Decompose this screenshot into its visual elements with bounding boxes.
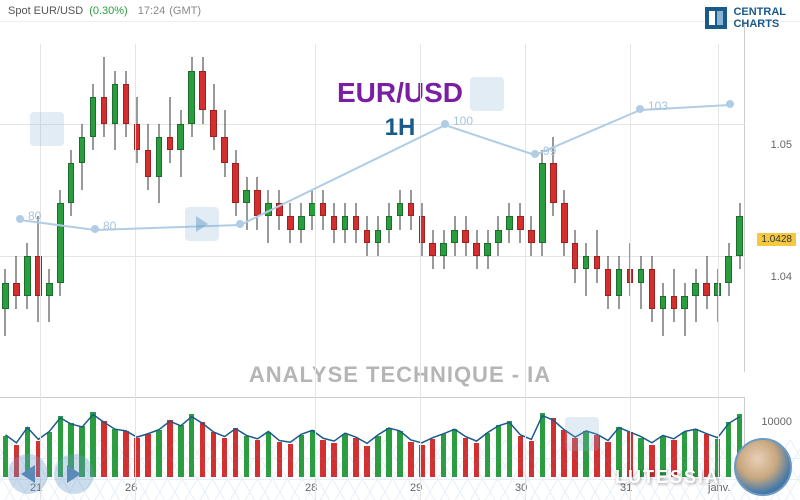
watermark-icon (565, 417, 599, 451)
pct-change: (0.30%) (89, 5, 128, 17)
nav-next-button[interactable] (54, 454, 94, 494)
pair-title: EUR/USD (337, 77, 463, 109)
logo-text: CENTRAL CHARTS (733, 6, 786, 30)
overlay-point (636, 105, 644, 113)
logo-icon (705, 7, 727, 29)
tz-label: (GMT) (169, 5, 201, 17)
overlay-label: 80 (103, 219, 116, 233)
brand-label: LUTESSIA (615, 467, 720, 488)
nav-prev-button[interactable] (8, 454, 48, 494)
symbol-label: Spot EUR/USD (8, 5, 83, 17)
avatar-icon[interactable] (734, 438, 792, 496)
overlay-label: 103 (648, 99, 668, 113)
y-tick-label: 1.05 (771, 139, 792, 151)
price-chart[interactable]: 80 80 100 99 103 (0, 22, 745, 372)
overlay-segment (444, 124, 535, 156)
timeframe-title: 1H (385, 114, 416, 142)
watermark-icon (470, 77, 504, 111)
arrow-watermark-icon (185, 207, 219, 241)
vol-y-label: 10000 (761, 416, 792, 428)
overlay-point (726, 100, 734, 108)
overlay-segment (240, 124, 446, 226)
subtitle: ANALYSE TECHNIQUE - IA (249, 362, 551, 388)
logo-line1: CENTRAL (733, 6, 786, 18)
time-label: 17:24 (138, 5, 166, 17)
overlay-point (91, 225, 99, 233)
watermark-icon (30, 112, 64, 146)
y-tick-label: 1.04 (771, 271, 792, 283)
overlay-point (531, 150, 539, 158)
overlay-point (16, 215, 24, 223)
overlay-label: 100 (453, 114, 473, 128)
current-price-badge: 1.0428 (757, 233, 796, 246)
overlay-point (441, 120, 449, 128)
overlay-point (236, 220, 244, 228)
y-axis: 1.04 1.05 1.0428 (746, 44, 800, 394)
chart-container[interactable]: 80 80 100 99 103 1.04 1.05 1.0428 EUR/USD 1H A… (0, 22, 800, 500)
overlay-label: 80 (28, 209, 41, 223)
provider-logo: CENTRAL CHARTS (705, 6, 786, 30)
chart-header: Spot EUR/USD (0.30%) 17:24 (GMT) (0, 0, 800, 22)
overlay-label: 99 (543, 144, 556, 158)
logo-line2: CHARTS (733, 18, 786, 30)
